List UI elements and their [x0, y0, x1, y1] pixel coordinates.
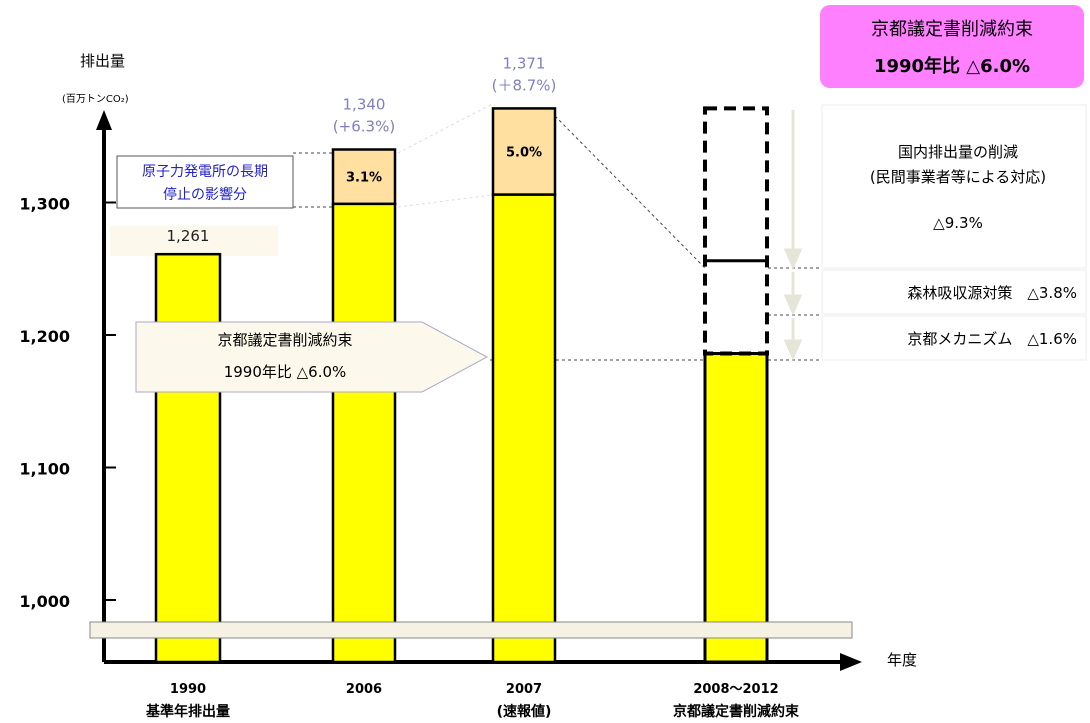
nuclear-box-frame — [116, 155, 294, 209]
bar-target-reduction-outline — [703, 106, 769, 356]
y-axis-unit: (百万トンCO₂) — [62, 93, 129, 105]
bar-2007 — [491, 193, 557, 664]
bar-value-label: 1,261 — [167, 227, 210, 245]
x-tick-label: 2006 — [346, 682, 382, 697]
bar-2006 — [331, 202, 397, 664]
axis-break-band — [89, 621, 853, 639]
x-tick-sublabel: 京都議定書削減約束 — [673, 703, 800, 720]
x-axis-label: 年度 — [887, 651, 917, 669]
x-tick-sublabel: (速報値) — [497, 703, 552, 720]
guide-2006-to-2007-base — [397, 194, 493, 208]
nuclear-segment-label: 5.0% — [506, 145, 542, 160]
guide-lines-light — [397, 103, 493, 208]
nuclear-box-line-2: 停止の影響分 — [163, 186, 247, 203]
domestic-line-2: (民間事業者等による対応) — [870, 168, 1046, 186]
y-tick-label: 1,300 — [19, 195, 70, 214]
kyoto-arrow-shape — [135, 321, 489, 393]
domestic-line-3: △9.3% — [933, 214, 983, 232]
nuclear-box-line-1: 原子力発電所の長期 — [142, 164, 268, 180]
kyoto-arrow-line-1: 京都議定書削減約束 — [217, 331, 352, 349]
bar-change-label: (＋8.7%) — [492, 76, 557, 94]
reduction-arrows — [783, 110, 803, 361]
value-1990-backdrop — [110, 226, 278, 256]
domestic-panel — [821, 104, 1087, 269]
y-tick-label: 1,000 — [19, 592, 70, 611]
nuclear-impact-box: 原子力発電所の長期 停止の影響分 — [116, 155, 294, 209]
reduction-arrow-1-icon — [783, 248, 803, 270]
x-tick-sublabel: 基準年排出量 — [146, 703, 230, 720]
y-axis-arrow-icon — [96, 110, 112, 130]
bar-1990 — [154, 252, 222, 664]
y-tick-label: 1,200 — [19, 327, 70, 346]
bar-value-label: 1,371 — [503, 54, 546, 72]
mechanism-panel — [821, 315, 1087, 361]
x-tick-label: 1990 — [170, 682, 206, 697]
bar-change-label: (+6.3%) — [333, 118, 395, 136]
domestic-line-1: 国内排出量の削減 — [898, 143, 1018, 161]
kyoto-target-line-1: 京都議定書削減約束 — [871, 19, 1033, 40]
x-tick-label: 2007 — [506, 682, 542, 697]
y-axis-label: 排出量 — [80, 52, 125, 70]
guide-lines — [293, 115, 822, 361]
guide-2006-to-2007-top — [397, 103, 493, 154]
reduction-arrow-3-icon — [783, 339, 803, 361]
reduction-panel: 国内排出量の削減 (民間事業者等による対応) △9.3% 森林吸収源対策 △3.… — [821, 104, 1087, 361]
kyoto-arrow-callout: 京都議定書削減約束 1990年比 △6.0% — [135, 321, 489, 393]
kyoto-target-line-2: 1990年比 △6.0% — [874, 55, 1030, 77]
bar-value-label: 1,340 — [343, 96, 386, 114]
kyoto-arrow-line-2: 1990年比 △6.0% — [224, 363, 347, 381]
kyoto-target-box: 京都議定書削減約束 1990年比 △6.0% — [820, 5, 1084, 88]
y-tick-label: 1,100 — [19, 460, 70, 479]
kyoto-target-frame — [820, 5, 1084, 88]
forest-panel — [821, 269, 1087, 315]
bar-target-remaining — [703, 352, 769, 664]
bar-2006-nuclear-segment — [331, 148, 397, 206]
mechanism-label: 京都メカニズム △1.6% — [907, 330, 1077, 348]
y-ticks: 1,000 1,100 1,200 1,300 — [19, 195, 116, 611]
x-tick-label: 2008～2012 — [693, 682, 778, 697]
bar-2007-nuclear-segment — [491, 107, 557, 196]
reduction-arrow-2-icon — [783, 294, 803, 316]
forest-label: 森林吸収源対策 △3.8% — [907, 284, 1077, 302]
nuclear-segment-label: 3.1% — [346, 171, 382, 186]
x-axis-arrow-icon — [840, 653, 862, 671]
guide-2007-to-target — [554, 115, 706, 269]
